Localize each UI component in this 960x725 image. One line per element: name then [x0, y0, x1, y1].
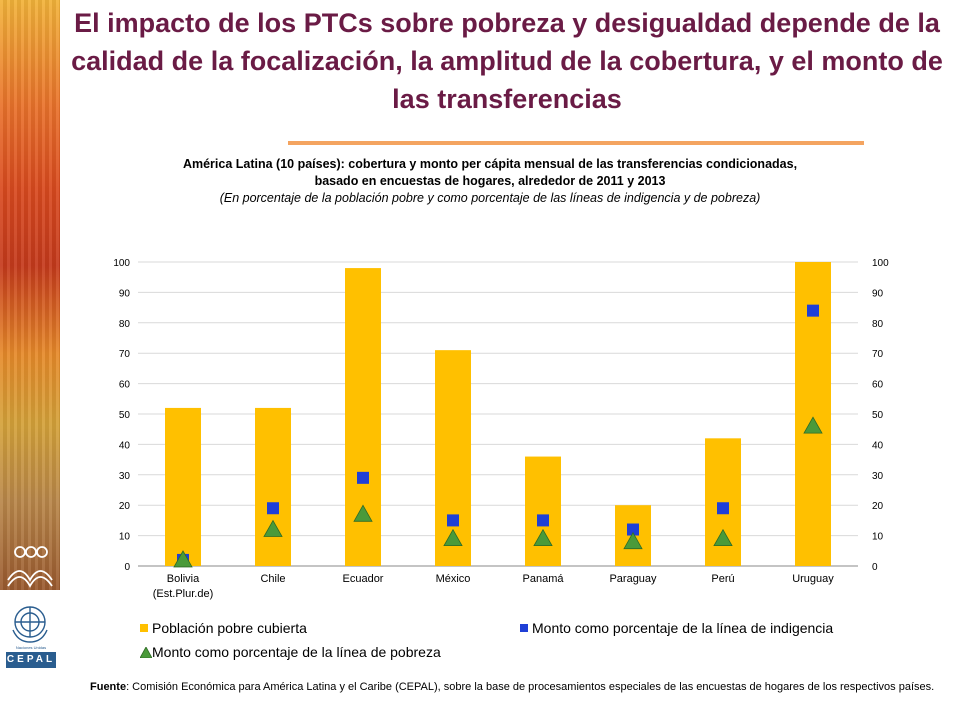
x-tick-label: Chile: [260, 573, 285, 585]
x-tick-label: Uruguay: [792, 573, 834, 585]
triangle-marker: [623, 531, 643, 550]
y-tick-label-right: 100: [872, 258, 889, 269]
square-marker: [447, 514, 459, 527]
legend-triangle-marker-icon: [140, 646, 152, 658]
square-marker: [267, 502, 279, 515]
y-tick-label-right: 60: [872, 380, 884, 391]
y-tick-label-right: 90: [872, 288, 884, 299]
triangle-marker: [533, 528, 553, 547]
square-marker: [717, 502, 729, 515]
bar: [255, 407, 291, 566]
bar: [165, 407, 201, 566]
y-tick-label-left: 0: [124, 562, 130, 573]
square-marker: [357, 471, 369, 484]
y-tick-label-right: 70: [872, 349, 884, 360]
cepal-wordmark: CEPAL: [6, 652, 56, 668]
square-marker: [537, 514, 549, 527]
y-tick-label-right: 50: [872, 410, 884, 421]
y-tick-label-right: 30: [872, 471, 884, 482]
x-tick-label: Perú: [711, 573, 734, 585]
y-tick-label-left: 60: [119, 380, 131, 391]
bar: [705, 438, 741, 566]
x-tick-label: Ecuador: [343, 573, 384, 585]
legend-bar-swatch-icon: [140, 624, 148, 632]
decorative-side-banner: [0, 0, 60, 590]
y-tick-label-left: 90: [119, 288, 131, 299]
subtitle-line-1: América Latina (10 países): cobertura y …: [182, 157, 798, 171]
x-tick-label-line2: (Est.Plur.de): [153, 588, 214, 600]
triangle-marker: [353, 504, 373, 522]
y-tick-label-right: 40: [872, 440, 884, 451]
y-tick-label-left: 50: [119, 410, 131, 421]
source-label: Fuente: [90, 681, 127, 693]
source-note: Fuente: Comisión Económica para América …: [90, 680, 938, 694]
source-text: : Comisión Económica para América Latina…: [126, 681, 935, 693]
y-tick-label-left: 80: [119, 319, 131, 330]
cepal-rings-icon: [7, 546, 53, 588]
legend-square-marker-icon: [520, 624, 528, 632]
y-tick-label-left: 70: [119, 349, 131, 360]
bar: [525, 456, 561, 566]
x-tick-label: Bolivia: [167, 573, 200, 585]
x-tick-label: México: [436, 573, 471, 585]
y-tick-label-right: 10: [872, 532, 884, 543]
un-emblem-icon: [12, 606, 48, 643]
y-tick-label-left: 40: [119, 440, 131, 451]
chart-subtitle: América Latina (10 países): cobertura y …: [140, 156, 840, 207]
y-tick-label-left: 20: [119, 501, 131, 512]
subtitle-line-2: basado en encuestas de hogares, alrededo…: [314, 174, 666, 188]
chart-legend: Población pobre cubierta Monto como porc…: [140, 620, 940, 666]
legend-item-triangles: Monto como porcentaje de la línea de pob…: [140, 644, 441, 660]
square-marker: [627, 523, 639, 536]
y-tick-label-right: 80: [872, 319, 884, 330]
legend-item-bars: Población pobre cubierta: [140, 620, 307, 636]
square-marker: [807, 304, 819, 317]
title-divider: [288, 141, 864, 145]
y-tick-label-left: 100: [113, 258, 130, 269]
subtitle-line-3: (En porcentaje de la población pobre y c…: [219, 191, 761, 205]
triangle-marker: [173, 550, 193, 568]
triangle-marker: [803, 416, 823, 434]
y-tick-label-left: 10: [119, 532, 131, 543]
y-tick-label-right: 0: [872, 562, 878, 573]
legend-item-squares: Monto como porcentaje de la línea de ind…: [520, 620, 833, 636]
legend-label-squares: Monto como porcentaje de la línea de ind…: [532, 620, 834, 636]
x-tick-label: Panamá: [523, 573, 565, 585]
triangle-marker: [263, 519, 283, 537]
x-tick-label: Paraguay: [609, 573, 657, 585]
page-title: El impacto de los PTCs sobre pobreza y d…: [71, 8, 943, 114]
un-label: Naciones Unidas: [15, 645, 47, 650]
coverage-chart: 0 0 10 10 20 20 30 30 40 40 50 50 60 60 70 70 80 80 90 90 10…: [113, 258, 889, 600]
triangle-marker: [713, 528, 733, 547]
legend-label-bars: Población pobre cubierta: [152, 620, 307, 636]
legend-label-triangles: Monto como porcentaje de la línea de pob…: [152, 644, 441, 660]
triangle-marker: [443, 528, 463, 547]
y-tick-label-left: 30: [119, 471, 131, 482]
y-tick-label-right: 20: [872, 501, 884, 512]
